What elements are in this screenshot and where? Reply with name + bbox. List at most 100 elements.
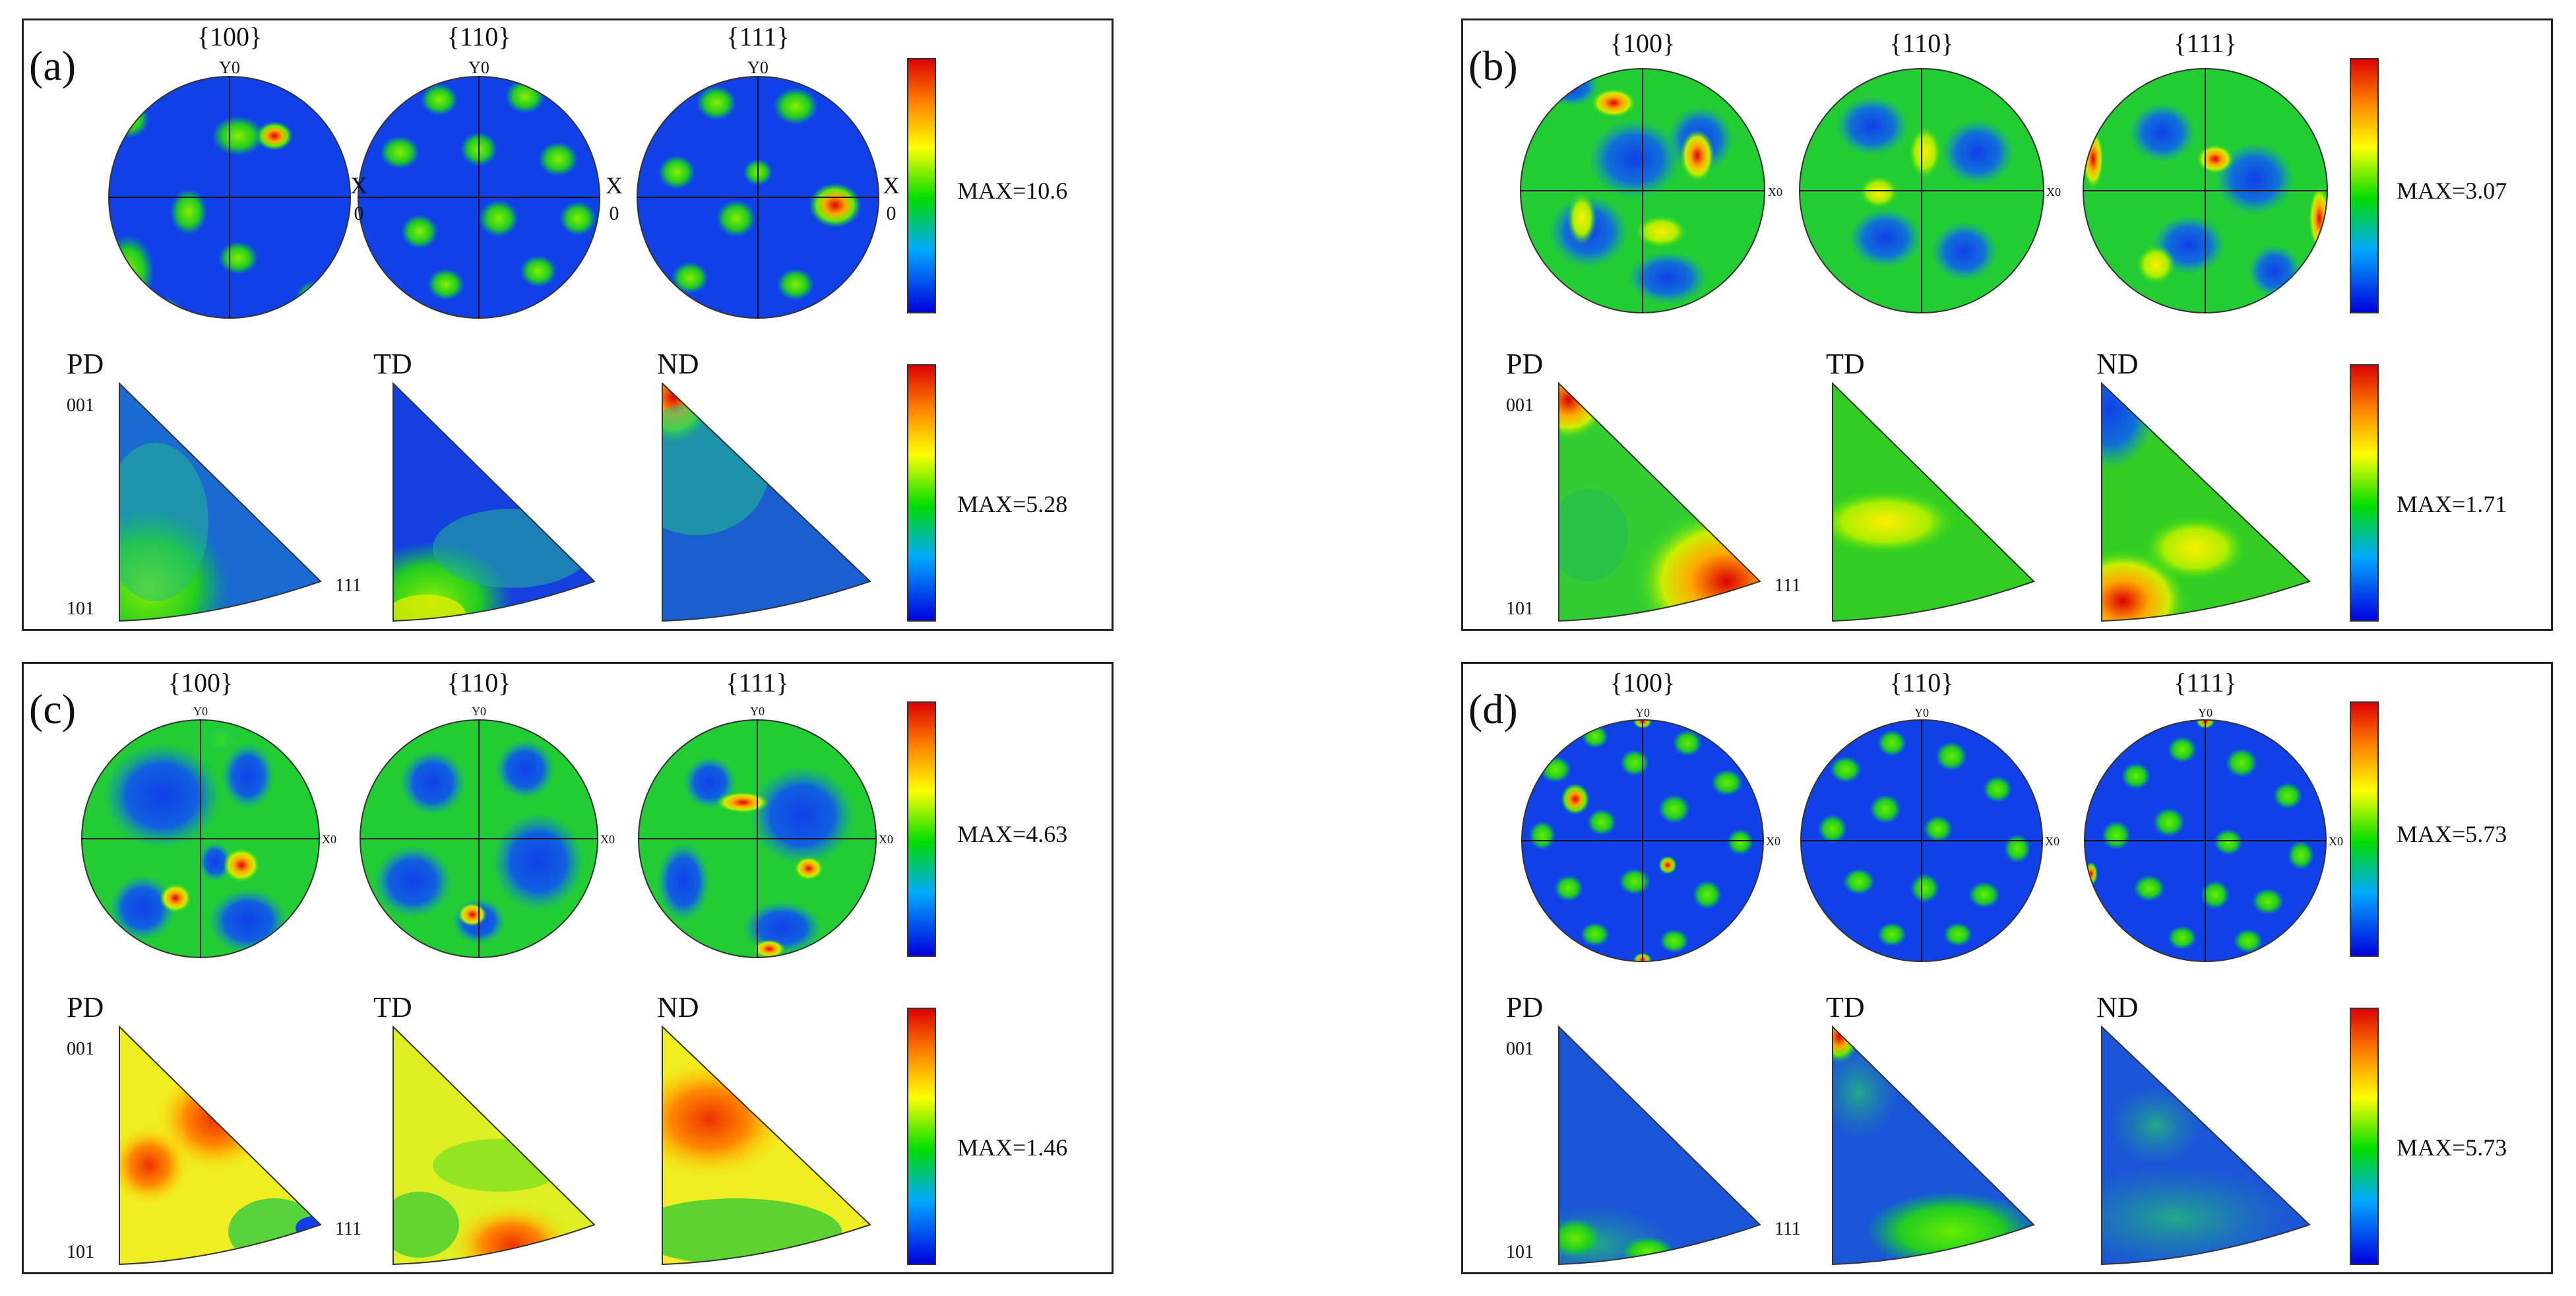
ipf-triangle-pd bbox=[119, 1025, 322, 1266]
axis-label-x0: X0 bbox=[322, 833, 336, 846]
axis-label-x0: X0 bbox=[1768, 185, 1782, 199]
ipf-corner-111: 111 bbox=[1775, 575, 1801, 596]
ipf-corner-101: 101 bbox=[67, 1242, 94, 1262]
ipf-label-nd: ND bbox=[657, 991, 699, 1023]
pole-figure-100 bbox=[81, 719, 320, 958]
ipf-corner-001: 001 bbox=[67, 1039, 94, 1059]
panel-label: (c) bbox=[29, 686, 76, 732]
ipf-triangle-td bbox=[1832, 1025, 2035, 1266]
panel-b: (b) bbox=[1461, 18, 2553, 631]
pole-label-100: {100} bbox=[168, 668, 233, 697]
colorbar-pole bbox=[907, 58, 936, 313]
axis-label-x0: X0 bbox=[600, 833, 615, 846]
ipf-corner-111: 111 bbox=[335, 575, 361, 596]
axis-label-y0: Y0 bbox=[193, 705, 208, 718]
pole-figure-110 bbox=[360, 719, 598, 958]
panel-label: (d) bbox=[1468, 686, 1518, 732]
pole-figure-111 bbox=[637, 76, 879, 319]
axis-label-y0: Y0 bbox=[1914, 706, 1929, 719]
colorbar-pole bbox=[2350, 701, 2379, 957]
axis-label-x-sub: 0 bbox=[887, 203, 896, 224]
pole-label-111: {111} bbox=[2174, 28, 2236, 58]
colorbar-ipf bbox=[907, 1008, 936, 1265]
axis-label-x: X bbox=[883, 172, 900, 199]
pole-figure-110 bbox=[1799, 68, 2044, 313]
pole-label-100: {100} bbox=[1610, 28, 1675, 58]
pole-label-111: {111} bbox=[2174, 668, 2236, 697]
ipf-label-nd: ND bbox=[657, 348, 699, 380]
axis-label-x-sub: 0 bbox=[610, 203, 619, 224]
pole-figure-100 bbox=[1520, 68, 1765, 313]
axis-label-x: X bbox=[606, 172, 623, 199]
colorbar-pole bbox=[2350, 58, 2379, 313]
axis-label-x0: X0 bbox=[2046, 185, 2061, 199]
panel-d-figure: (d) bbox=[1468, 668, 2507, 1266]
ipf-label-pd: PD bbox=[67, 348, 104, 380]
ipf-triangle-td bbox=[393, 381, 596, 622]
ipf-max-label: MAX=1.46 bbox=[957, 1134, 1067, 1161]
ipf-max-label: MAX=5.28 bbox=[957, 491, 1067, 517]
ipf-label-pd: PD bbox=[1506, 991, 1543, 1023]
axis-label-x0: X0 bbox=[1766, 835, 1780, 848]
pole-label-111: {111} bbox=[726, 22, 789, 51]
ipf-corner-111: 111 bbox=[1775, 1219, 1801, 1239]
pole-figure-110 bbox=[1800, 719, 2043, 962]
panel-label: (a) bbox=[29, 42, 76, 89]
axis-label-x0: X0 bbox=[2045, 835, 2059, 848]
pole-figure-110 bbox=[358, 76, 600, 319]
pole-label-100: {100} bbox=[1610, 668, 1675, 697]
ipf-triangle-nd bbox=[2101, 1025, 2311, 1266]
pole-label-110: {110} bbox=[447, 668, 511, 697]
ipf-triangle-td bbox=[393, 1025, 596, 1266]
axis-label-y0: Y0 bbox=[747, 58, 769, 77]
ipf-corner-101: 101 bbox=[1506, 599, 1534, 619]
ipf-triangle-nd bbox=[2101, 381, 2311, 622]
axis-label-x: X bbox=[350, 172, 367, 199]
ipf-corner-001: 001 bbox=[67, 395, 94, 416]
ipf-triangle-nd bbox=[662, 1025, 871, 1266]
pole-figure-111 bbox=[638, 719, 877, 958]
colorbar-pole bbox=[907, 701, 936, 957]
axis-label-y0: Y0 bbox=[750, 705, 765, 718]
panel-label: (b) bbox=[1468, 42, 1518, 89]
ipf-max-label: MAX=5.73 bbox=[2397, 1134, 2507, 1161]
axis-label-y0: Y0 bbox=[219, 58, 240, 77]
ipf-label-nd: ND bbox=[2096, 348, 2139, 380]
panel-c: (c) bbox=[22, 662, 1114, 1274]
ipf-triangle-pd bbox=[119, 381, 322, 622]
axis-label-y0: Y0 bbox=[1635, 706, 1650, 719]
ipf-triangle-nd bbox=[662, 381, 871, 622]
pole-label-100: {100} bbox=[197, 22, 262, 51]
pole-figure-111 bbox=[2084, 719, 2327, 962]
panel-b-figure: (b) bbox=[1468, 28, 2507, 622]
axis-label-x0: X0 bbox=[2329, 835, 2343, 848]
pole-max-label: MAX=4.63 bbox=[957, 821, 1067, 847]
panel-a-figure: (a) bbox=[29, 22, 1067, 622]
pole-label-110: {110} bbox=[447, 22, 511, 51]
ipf-corner-101: 101 bbox=[67, 599, 94, 619]
axis-label-y0: Y0 bbox=[468, 58, 489, 77]
pole-max-label: MAX=10.6 bbox=[957, 178, 1067, 204]
ipf-label-td: TD bbox=[1826, 348, 1865, 380]
ipf-corner-101: 101 bbox=[1506, 1242, 1534, 1262]
ipf-corner-001: 001 bbox=[1506, 395, 1534, 416]
ipf-label-td: TD bbox=[373, 348, 412, 380]
ipf-label-pd: PD bbox=[67, 991, 104, 1023]
ipf-label-nd: ND bbox=[2096, 991, 2139, 1023]
ipf-max-label: MAX=1.71 bbox=[2397, 491, 2507, 517]
ipf-corner-111: 111 bbox=[335, 1219, 361, 1239]
axis-label-x-sub: 0 bbox=[354, 203, 364, 224]
ipf-label-td: TD bbox=[373, 991, 412, 1023]
pole-figure-111 bbox=[2083, 68, 2328, 313]
pole-label-111: {111} bbox=[726, 668, 788, 697]
axis-label-y0: Y0 bbox=[2198, 706, 2213, 719]
ipf-label-pd: PD bbox=[1506, 348, 1543, 380]
colorbar-ipf bbox=[2350, 1008, 2379, 1265]
ipf-corner-001: 001 bbox=[1506, 1039, 1534, 1059]
panel-c-figure: (c) bbox=[29, 668, 1067, 1266]
pole-max-label: MAX=5.73 bbox=[2397, 821, 2507, 847]
panel-a: (a) bbox=[22, 18, 1114, 631]
pole-label-110: {110} bbox=[1890, 668, 1954, 697]
axis-label-y0: Y0 bbox=[472, 705, 486, 718]
colorbar-ipf bbox=[907, 364, 936, 622]
